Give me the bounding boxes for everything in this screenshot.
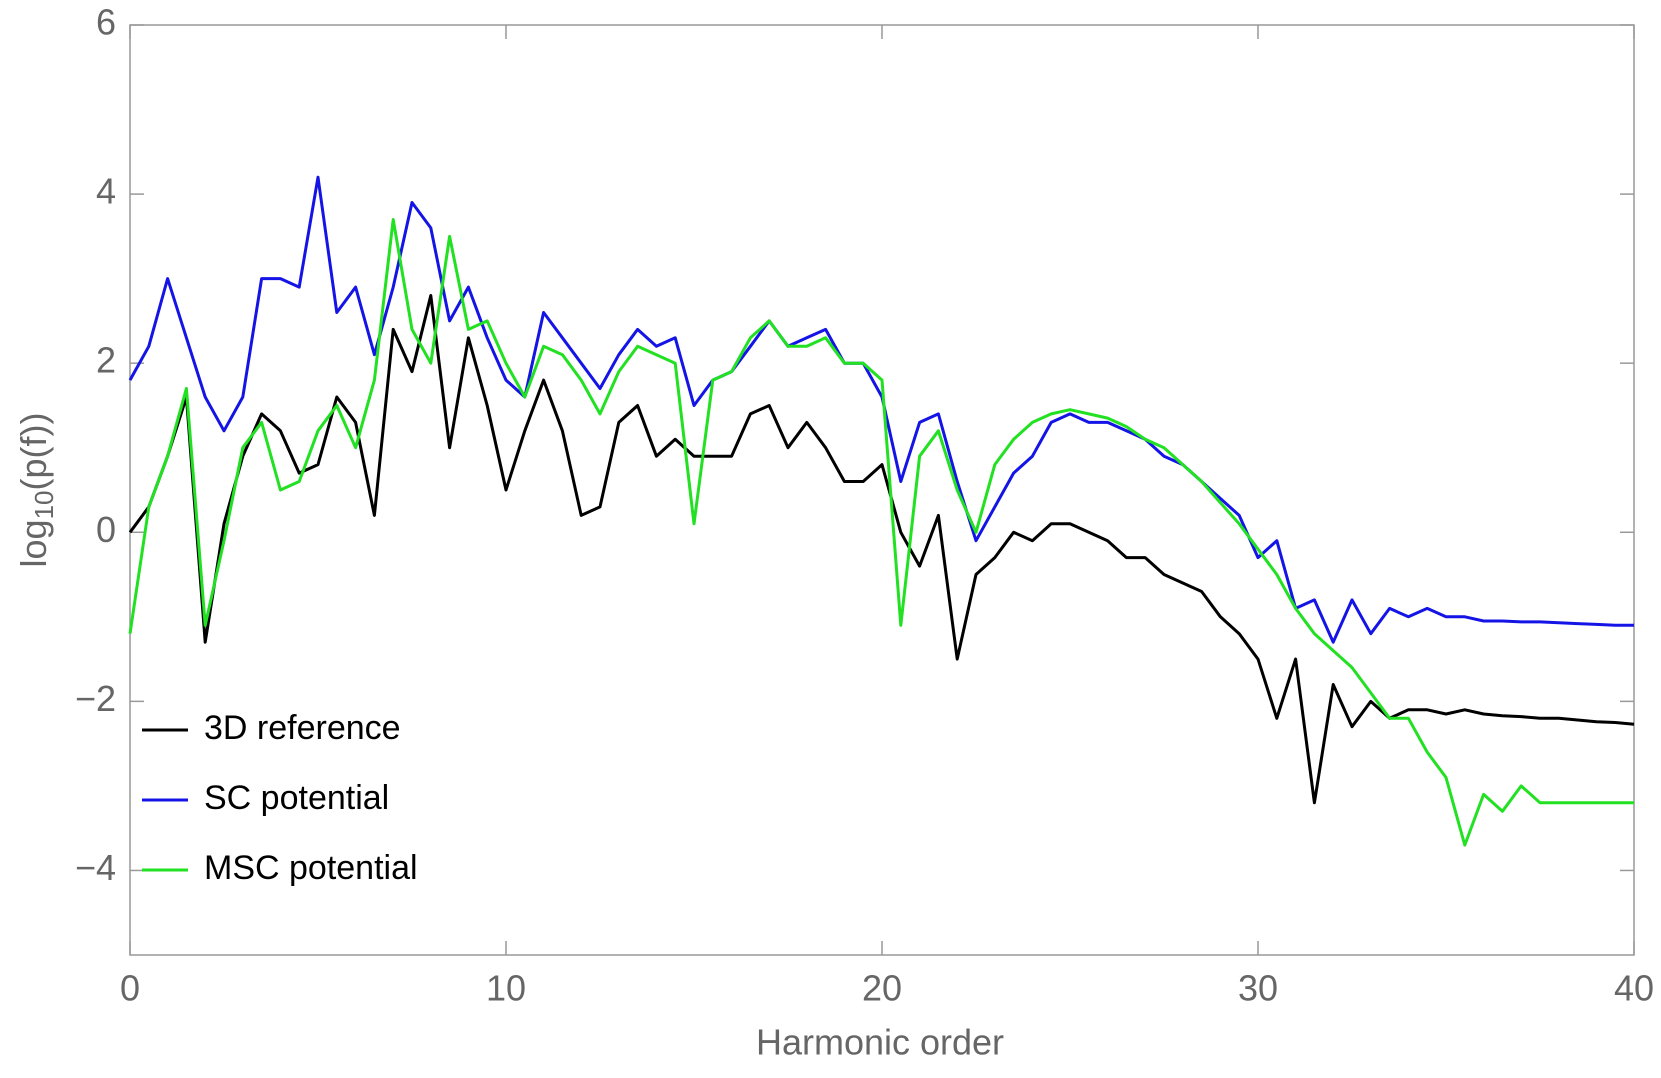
series-line	[128, 218, 1634, 847]
y-tick-label: −2	[75, 678, 116, 719]
y-tick-label: 6	[96, 2, 116, 43]
series-line	[128, 175, 1634, 644]
legend-label: SC potential	[204, 779, 389, 817]
legend-label: 3D reference	[204, 709, 401, 747]
y-label-subscript: 10	[29, 491, 59, 520]
y-tick-label: 0	[96, 509, 116, 550]
x-tick-label: 20	[862, 968, 902, 1009]
y-tick-label: −4	[75, 847, 116, 888]
legend-label: MSC potential	[204, 849, 418, 887]
x-tick-label: 10	[486, 968, 526, 1009]
x-tick-label: 40	[1614, 968, 1654, 1009]
series-line	[128, 294, 1635, 805]
y-tick-label: 2	[96, 340, 116, 381]
y-label-base: log	[13, 519, 54, 567]
y-tick-label: 4	[96, 171, 116, 212]
x-tick-label: 30	[1238, 968, 1278, 1009]
x-tick-label: 0	[120, 968, 140, 1009]
y-label-argument: (p(f))	[13, 413, 54, 491]
y-axis-label: log10(p(f))	[13, 413, 59, 568]
x-axis-label: Harmonic order	[756, 1022, 1004, 1063]
